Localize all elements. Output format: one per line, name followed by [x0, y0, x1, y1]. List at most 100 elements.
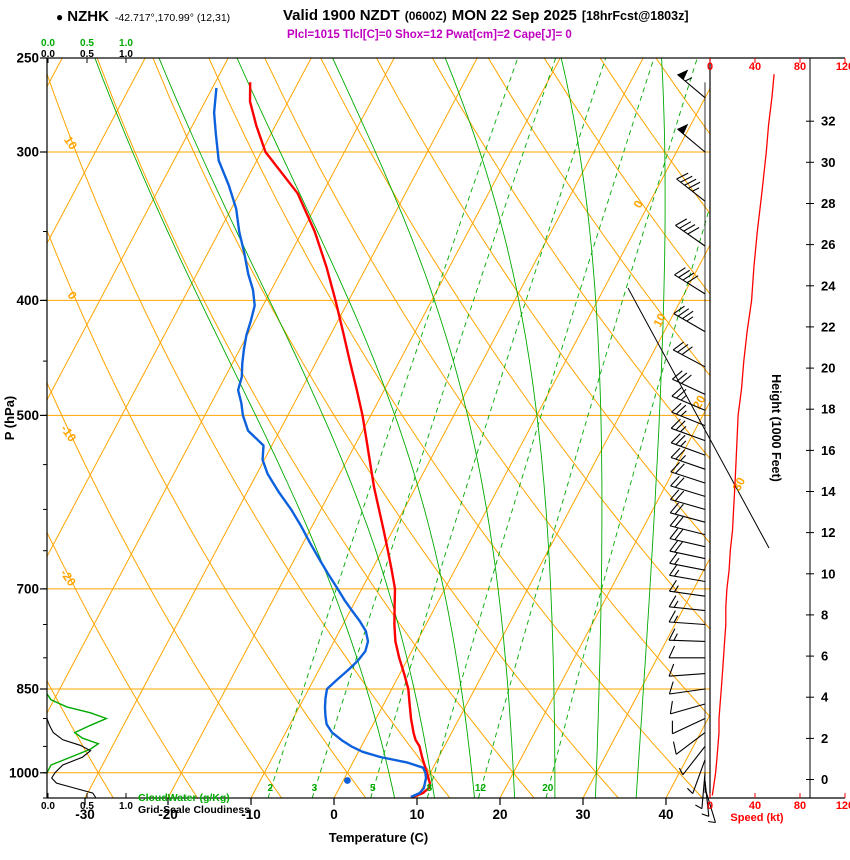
- moist-adiabat-line: [94, 58, 396, 798]
- svg-text:120: 120: [836, 800, 850, 812]
- moist-adiabat-line: [444, 58, 556, 798]
- svg-text:20: 20: [492, 807, 507, 822]
- svg-text:250: 250: [16, 51, 39, 66]
- valid-time-block: Valid 1900 NZDT (0600Z) MON 22 Sep 2025 [18…: [283, 7, 689, 25]
- svg-text:0: 0: [330, 807, 338, 822]
- svg-text:850: 850: [16, 682, 39, 697]
- sounding-parameters: Plcl=1015 Tlcl[C]=0 Shox=12 Pwat[cm]=2 C…: [287, 29, 572, 41]
- lcl-marker: [344, 777, 351, 784]
- dry-adiabat-line: [96, 58, 535, 798]
- moist-adiabat-line: [236, 58, 475, 798]
- dry-adiabat-line: [47, 381, 283, 798]
- svg-text:120: 120: [836, 61, 850, 73]
- mixing-ratio-line: [267, 58, 519, 798]
- svg-text:22: 22: [821, 319, 835, 334]
- svg-text:0: 0: [821, 772, 828, 787]
- svg-text:P (hPa): P (hPa): [2, 396, 17, 441]
- isotherm-line: [47, 58, 229, 401]
- svg-text:26: 26: [821, 237, 835, 252]
- svg-text:30: 30: [821, 155, 835, 170]
- svg-text:30: 30: [575, 807, 590, 822]
- svg-text:14: 14: [821, 484, 836, 499]
- isotherm-line: [47, 58, 146, 245]
- dry-adiabat-line: [543, 58, 710, 295]
- svg-text:500: 500: [16, 408, 39, 423]
- wind-barbs: [668, 69, 717, 824]
- svg-text:-10: -10: [241, 807, 261, 822]
- svg-text:6: 6: [821, 649, 828, 664]
- mixing-ratio-label: 5: [370, 783, 376, 794]
- station-id: NZHK: [67, 8, 109, 25]
- dry-adiabat-line: [47, 680, 114, 798]
- svg-text:-10: -10: [58, 422, 80, 445]
- mixing-ratio-line: [370, 58, 607, 798]
- dry-adiabat-line: [431, 58, 710, 460]
- svg-text:0.5: 0.5: [80, 801, 94, 812]
- svg-text:80: 80: [794, 800, 806, 812]
- svg-text:28: 28: [821, 196, 835, 211]
- isotherm-line: [84, 58, 478, 798]
- moist-adiabat-line: [560, 58, 603, 798]
- svg-text:24: 24: [821, 278, 836, 293]
- cloudiness-curve: [47, 718, 97, 798]
- mixing-ratio-label: 8: [427, 783, 433, 794]
- skewt-grid: [47, 58, 710, 798]
- isotherm-line: [47, 58, 312, 558]
- svg-text:0.5: 0.5: [80, 38, 94, 49]
- dry-adiabat-line: [47, 72, 451, 798]
- dry-adiabat-line: [208, 58, 703, 798]
- svg-text:20: 20: [690, 393, 709, 412]
- svg-text:0.0: 0.0: [41, 801, 55, 812]
- svg-text:0.5: 0.5: [80, 49, 94, 60]
- mixing-ratio-line: [311, 58, 557, 798]
- isotherm-line: [416, 244, 710, 798]
- svg-text:10: 10: [821, 566, 835, 581]
- forecast-hour: [18hrFcst@1803z]: [581, 9, 689, 23]
- isotherm-line: [582, 557, 710, 798]
- svg-text:Temperature (C): Temperature (C): [329, 830, 428, 845]
- mixing-ratio-label: 20: [542, 783, 554, 794]
- pressure-axis: 250 300 400 500 700 850 1000 P (hPa): [2, 51, 47, 799]
- cloudiness-axis-label: Grid-Scale Cloudiness: [138, 804, 250, 816]
- svg-text:16: 16: [821, 443, 835, 458]
- svg-text:40: 40: [658, 807, 673, 822]
- svg-text:2: 2: [821, 731, 828, 746]
- svg-text:1000: 1000: [9, 765, 39, 780]
- temperature-axis: -30 -20 -10 0 10 20 30 40 Temperature (C): [75, 798, 674, 845]
- svg-text:1.0: 1.0: [119, 801, 133, 812]
- svg-text:30: 30: [730, 475, 749, 494]
- moist-adiabat-line: [332, 58, 516, 798]
- svg-text:-20: -20: [158, 807, 178, 822]
- station-bullet-icon: ●: [56, 10, 64, 24]
- dry-adiabat-line: [487, 58, 710, 377]
- svg-text:12: 12: [821, 525, 835, 540]
- valid-time: Valid 1900 NZDT: [283, 7, 400, 24]
- dry-adiabat-line: [599, 58, 710, 215]
- isotherm-line: [499, 400, 710, 798]
- height-axis-label: Height (1000 Feet): [769, 374, 783, 482]
- cloud-water-curve: [47, 693, 109, 774]
- valid-zulu: (0600Z): [404, 9, 447, 23]
- mixing-ratio-line: [478, 58, 698, 798]
- dry-adiabat-line: [320, 58, 710, 630]
- valid-date: MON 22 Sep 2025: [451, 7, 577, 24]
- plot-frame: [46, 57, 711, 799]
- svg-text:0: 0: [707, 800, 713, 812]
- svg-text:0: 0: [707, 61, 713, 73]
- dry-adiabat-line: [152, 58, 619, 798]
- aux-line: [627, 287, 770, 549]
- svg-text:4: 4: [821, 690, 829, 705]
- speed-panel: 0040408080120120Speed (kt): [707, 58, 850, 824]
- cloudwater-axis-label: CloudWater (g/Kg): [138, 792, 230, 804]
- isotherm-line: [47, 58, 395, 715]
- dewpoint-curve: [212, 87, 428, 799]
- mixing-ratio-label: 3: [312, 783, 318, 794]
- svg-text:8: 8: [821, 607, 828, 622]
- svg-text:40: 40: [749, 800, 761, 812]
- isotherm-line: [333, 87, 710, 798]
- svg-text:32: 32: [821, 114, 835, 129]
- dry-adiabat-line: [376, 58, 710, 544]
- svg-text:0.0: 0.0: [41, 49, 55, 60]
